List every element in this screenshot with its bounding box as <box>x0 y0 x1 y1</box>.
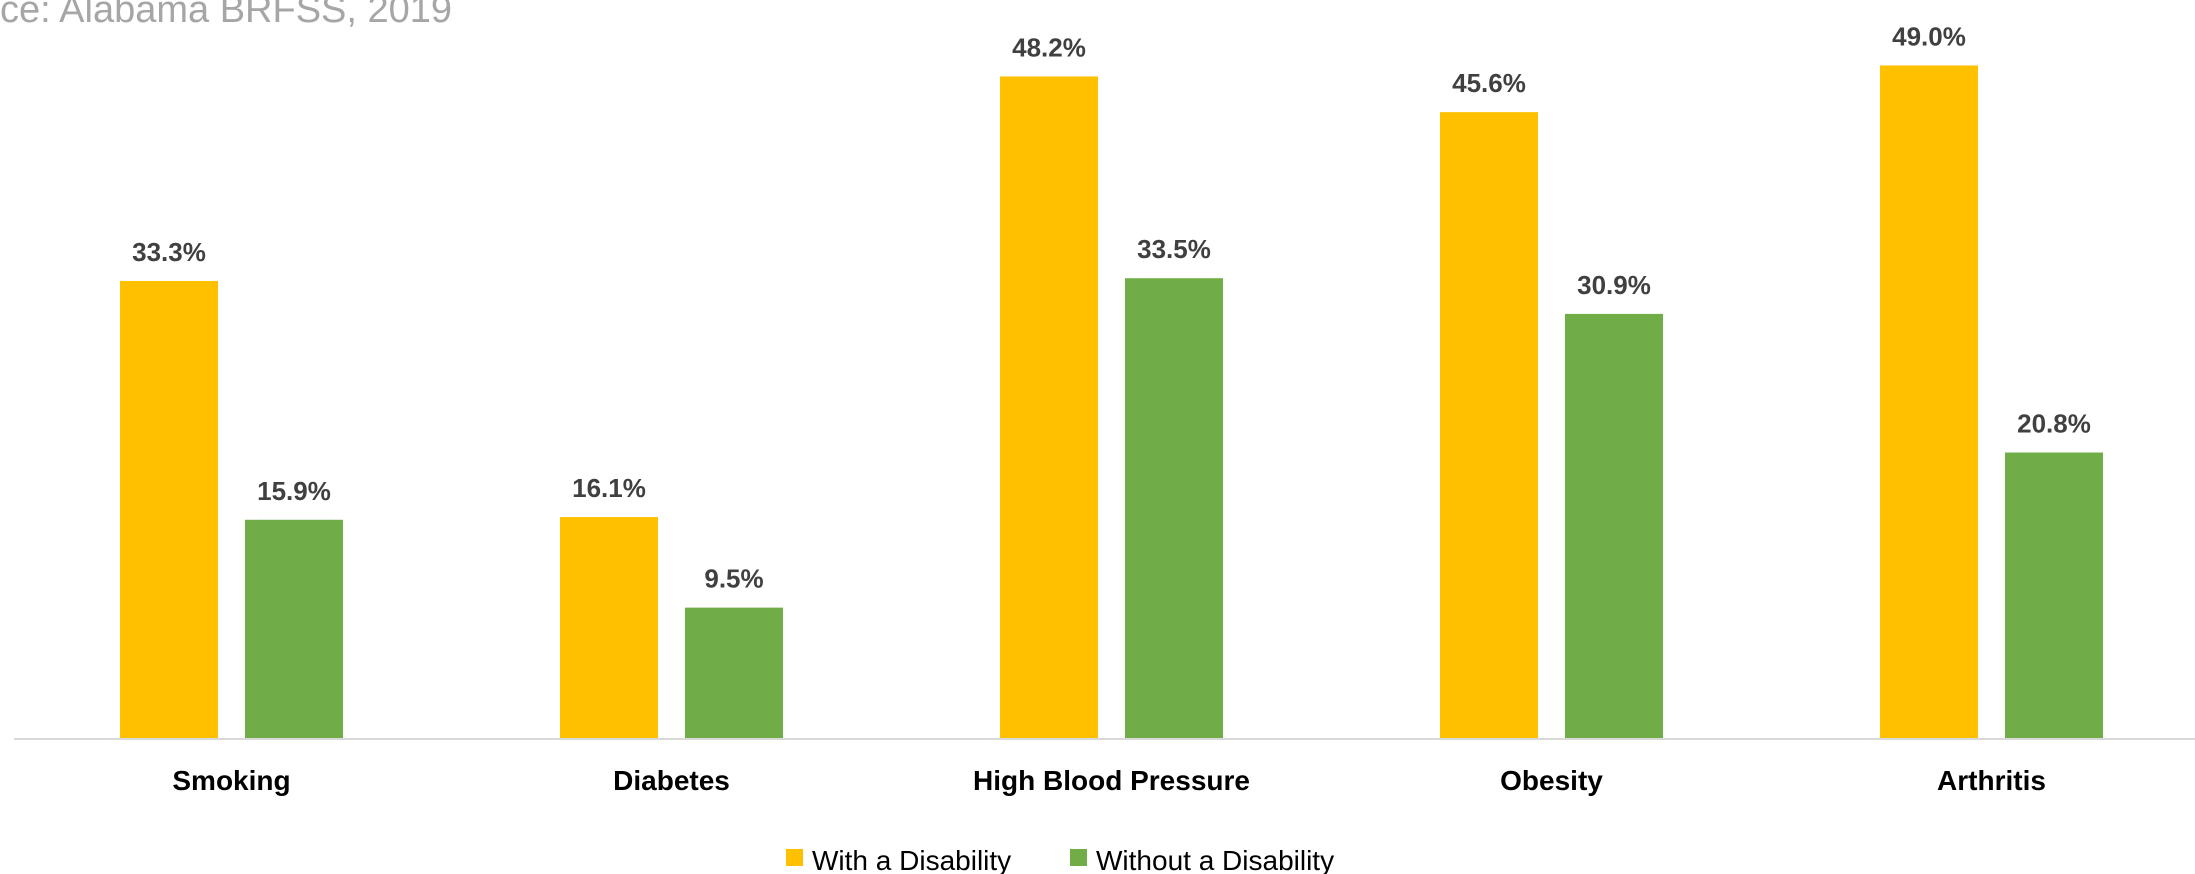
data-label-without-disability-3: 30.9% <box>1577 270 1651 300</box>
data-label-without-disability-4: 20.8% <box>2017 409 2091 439</box>
bar-with-disability-3 <box>1440 112 1538 738</box>
category-label-3: Obesity <box>1500 765 1603 796</box>
category-label-1: Diabetes <box>613 765 730 796</box>
legend-swatch-with-disability <box>786 849 803 866</box>
bars-layer <box>120 65 2103 739</box>
data-label-with-disability-1: 16.1% <box>572 473 646 503</box>
bar-without-disability-4 <box>2005 452 2103 738</box>
legend-label-without-disability: Without a Disability <box>1096 845 1334 874</box>
category-label-4: Arthritis <box>1937 765 2046 796</box>
legend-swatch-without-disability <box>1070 849 1087 866</box>
legend-label-with-disability: With a Disability <box>812 845 1011 874</box>
bar-without-disability-1 <box>685 607 783 738</box>
data-label-without-disability-1: 9.5% <box>704 564 763 594</box>
data-label-with-disability-4: 49.0% <box>1892 21 1966 51</box>
bar-with-disability-4 <box>1880 65 1978 739</box>
data-label-with-disability-2: 48.2% <box>1012 32 1086 62</box>
legend: With a Disability Without a Disability <box>786 845 1334 874</box>
data-label-with-disability-3: 45.6% <box>1452 68 1526 98</box>
bar-without-disability-2 <box>1125 278 1223 738</box>
bar-without-disability-3 <box>1565 313 1663 738</box>
data-label-without-disability-0: 15.9% <box>257 476 331 506</box>
data-label-with-disability-0: 33.3% <box>132 237 206 267</box>
data-label-without-disability-2: 33.5% <box>1137 234 1211 264</box>
category-label-2: High Blood Pressure <box>973 765 1250 796</box>
category-labels-layer: Smoking Diabetes High Blood Pressure Obesit… <box>172 765 2046 796</box>
source-note: ce: Alabama BRFSS, 2019 <box>0 0 452 31</box>
bar-without-disability-0 <box>245 519 343 738</box>
bar-with-disability-0 <box>120 280 218 738</box>
bar-with-disability-1 <box>560 517 658 738</box>
value-labels-layer: 33.3% 15.9% 16.1% 9.5% 48.2% 33.5% 45.6% 30.9% 4… <box>132 21 2091 593</box>
category-label-0: Smoking <box>172 765 290 796</box>
bar-with-disability-2 <box>1000 76 1098 738</box>
